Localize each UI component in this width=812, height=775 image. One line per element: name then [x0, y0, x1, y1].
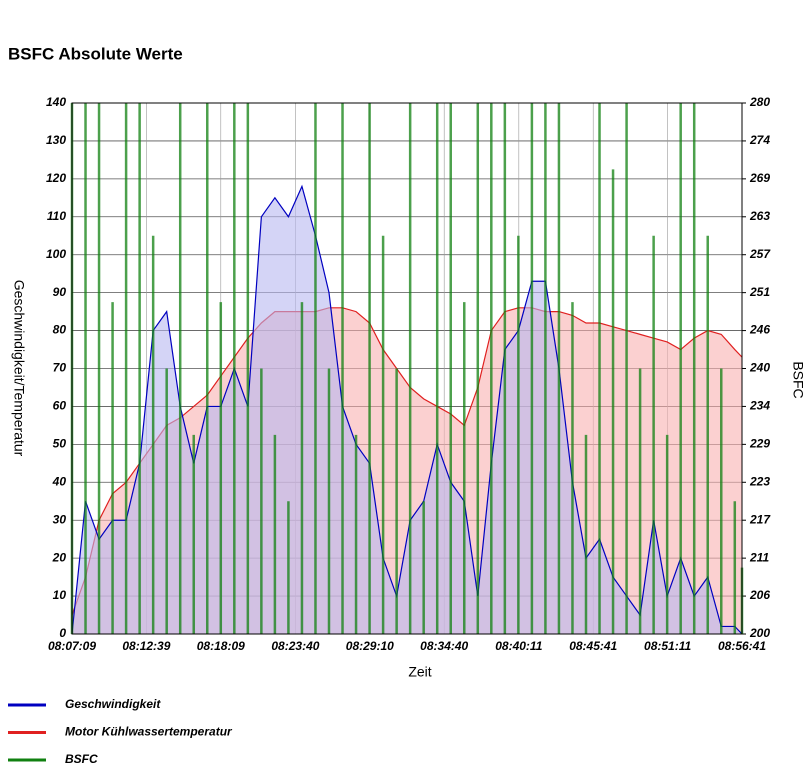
y-tick-label: 120 — [46, 171, 66, 185]
y-tick-label: 0 — [59, 626, 66, 640]
x-tick-label: 08:07:09 — [48, 639, 96, 653]
y2-tick-label: 274 — [749, 133, 770, 147]
y-tick-label: 40 — [52, 474, 67, 488]
y2-tick-label: 206 — [749, 588, 770, 602]
legend-label: Motor Kühlwassertemperatur — [65, 725, 233, 739]
plot-border — [71, 102, 743, 635]
y-tick-label: 140 — [46, 95, 66, 109]
y-tick-label: 20 — [52, 550, 67, 564]
y-tick-label: 130 — [46, 133, 66, 147]
y-tick-label: 60 — [53, 399, 67, 413]
y-tick-label: 90 — [53, 285, 67, 299]
y2-tick-label: 223 — [749, 474, 770, 488]
x-tick-label: 08:51:11 — [644, 639, 691, 653]
y-tick-label: 110 — [47, 209, 66, 223]
x-tick-label: 08:12:39 — [122, 639, 170, 653]
x-tick-label: 08:29:10 — [346, 639, 394, 653]
x-tick-label: 08:56:41 — [718, 639, 766, 653]
x-tick-label: 08:23:40 — [271, 639, 319, 653]
y-tick-label: 70 — [53, 361, 67, 375]
x-tick-label: 08:40:11 — [495, 639, 542, 653]
y-axis-label: Geschwindigkeit/Temperatur — [11, 280, 27, 457]
x-tick-label: 08:45:41 — [569, 639, 617, 653]
y-tick-label: 50 — [53, 437, 67, 451]
y2-axis-label: BSFC — [790, 361, 806, 398]
y2-tick-label: 269 — [749, 171, 770, 185]
y-tick-label: 30 — [53, 512, 67, 526]
y2-tick-label: 234 — [749, 399, 770, 413]
y-tick-label: 100 — [46, 247, 66, 261]
y2-tick-label: 217 — [749, 512, 771, 526]
y2-tick-label: 211 — [749, 550, 769, 564]
y2-tick-label: 229 — [749, 437, 770, 451]
area — [72, 186, 742, 634]
y2-tick-label: 280 — [749, 95, 770, 109]
legend-label: BSFC — [65, 752, 98, 766]
y2-tick-label: 246 — [749, 323, 770, 337]
y2-tick-label: 257 — [749, 247, 771, 261]
y-tick-label: 80 — [53, 323, 67, 337]
y2-tick-label: 251 — [749, 285, 770, 299]
x-axis-label: Zeit — [408, 664, 431, 680]
x-tick-label: 08:18:09 — [197, 639, 245, 653]
y2-tick-label: 263 — [749, 209, 770, 223]
y-tick-label: 10 — [53, 588, 67, 602]
y2-tick-label: 200 — [749, 626, 770, 640]
legend-label: Geschwindigkeit — [65, 697, 161, 711]
chart-title: BSFC Absolute Werte — [8, 44, 183, 63]
y2-tick-label: 240 — [749, 361, 770, 375]
x-tick-label: 08:34:40 — [420, 639, 468, 653]
